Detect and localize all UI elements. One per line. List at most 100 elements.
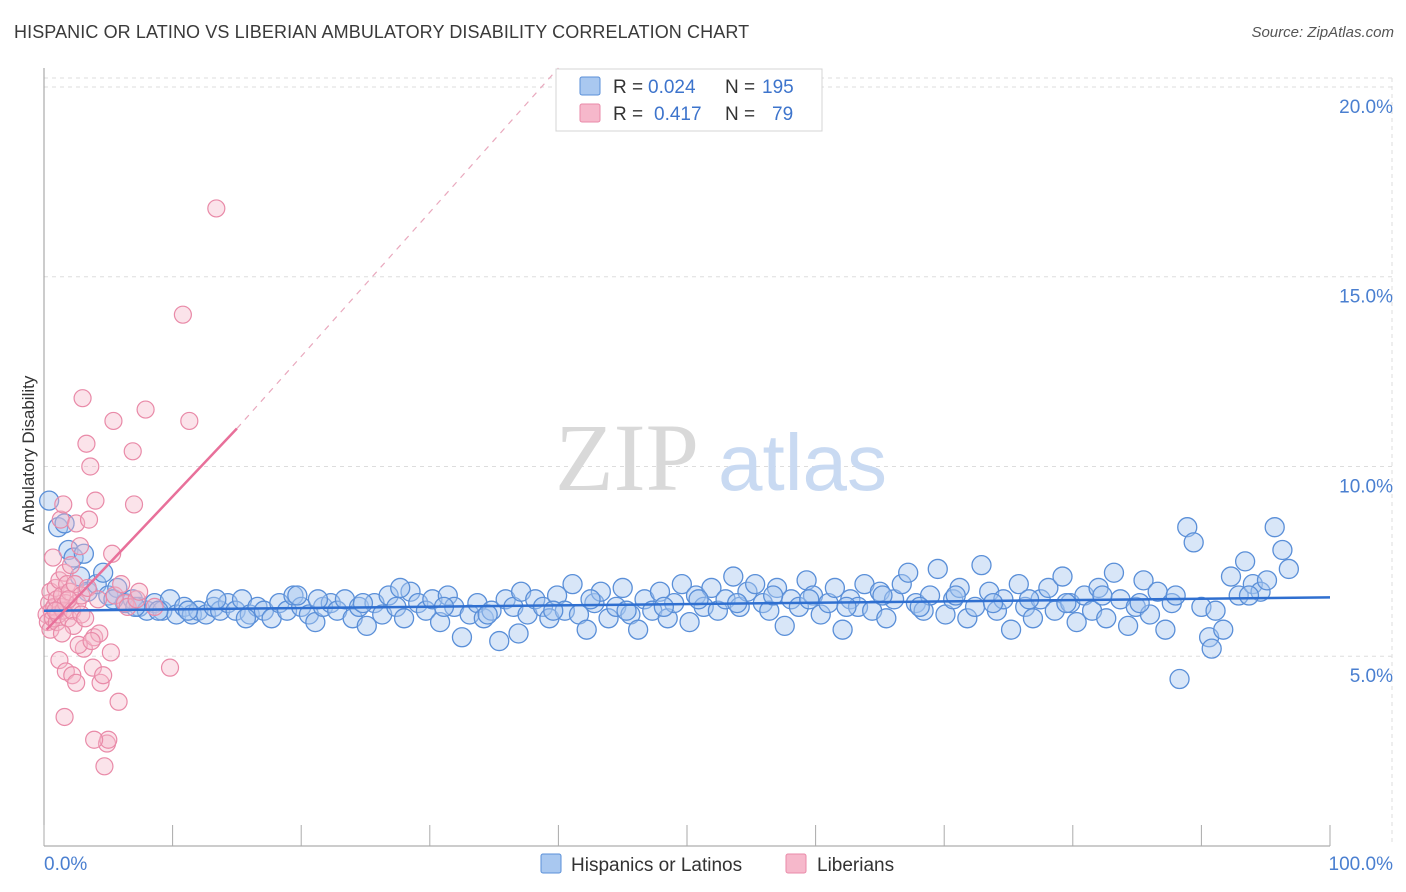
hispanic-point	[1177, 517, 1198, 538]
chart-source: Source: ZipAtlas.com	[1251, 24, 1394, 41]
hispanic-point	[1228, 585, 1249, 606]
hispanic-point	[957, 608, 978, 629]
hispanic-point	[1129, 592, 1150, 614]
liberian-point	[50, 650, 69, 670]
x-axis-ticks	[43, 825, 1331, 846]
hispanic-point	[1066, 611, 1087, 633]
correlation-legend: R = 0.024 N = 195 R = 0.417 N = 79	[555, 68, 823, 132]
legend-swatch-pink	[579, 103, 601, 123]
legend-r-label-pink: R =	[613, 104, 643, 125]
liberian-point	[123, 442, 142, 461]
hispanic-point	[451, 627, 473, 648]
hispanic-point	[576, 619, 597, 640]
liberian-point	[136, 400, 155, 419]
hispanic-point	[701, 577, 722, 599]
hispanic-point	[307, 589, 329, 610]
hispanic-point	[356, 615, 377, 637]
hispanic-point	[477, 604, 498, 625]
hispanic-point	[876, 608, 897, 629]
liberian-point	[105, 586, 124, 605]
hispanic-point	[993, 589, 1014, 610]
hispanic-point	[1213, 619, 1234, 640]
hispanic-point	[774, 615, 795, 637]
hispanic-point	[287, 585, 308, 606]
hispanic-point	[799, 589, 820, 610]
hispanic-point	[763, 585, 784, 606]
liberian-point	[43, 548, 63, 567]
hispanic-point	[489, 630, 510, 652]
hispanic-point	[177, 600, 199, 621]
hispanic-point	[38, 490, 60, 511]
y-tick-label: 5.0%	[1350, 666, 1393, 687]
hispanic-point	[1052, 566, 1073, 587]
watermark: ZIP atlas	[555, 404, 887, 511]
hispanic-point	[824, 577, 846, 599]
hispanic-point	[352, 592, 374, 614]
legend-swatch-blue	[579, 76, 601, 96]
bottom-legend-label-liberians: Liberians	[817, 855, 894, 876]
liberian-point	[76, 609, 95, 628]
hispanic-point	[810, 604, 831, 625]
hispanic-point	[562, 573, 583, 595]
liberian-point	[79, 510, 99, 529]
hispanic-point	[1103, 562, 1125, 583]
liberian-point	[52, 624, 72, 643]
liberian-point	[124, 495, 144, 514]
y-tick-label: 20.0%	[1339, 97, 1393, 118]
hispanic-point	[872, 585, 893, 606]
hispanic-point	[584, 592, 605, 614]
legend-r-value-pink: 0.417	[654, 104, 702, 125]
hispanic-point	[649, 581, 671, 602]
liberian-point	[207, 199, 226, 218]
hispanic-point	[125, 596, 146, 618]
legend-n-label-pink: N =	[725, 104, 755, 125]
x-tick-label-min: 0.0%	[44, 854, 87, 875]
liberian-point	[112, 575, 131, 594]
hispanic-point	[737, 581, 758, 602]
trend-lines	[43, 67, 1331, 631]
hispanic-point	[612, 577, 633, 599]
hispanic-point	[508, 623, 529, 644]
liberian-point	[51, 510, 70, 529]
liberian-point	[54, 495, 73, 514]
watermark-zip: ZIP	[555, 404, 699, 511]
hispanic-point	[707, 600, 729, 621]
hispanic-point	[1250, 581, 1271, 602]
liberian-point	[99, 730, 118, 749]
liberian-point	[77, 434, 96, 453]
hispanic-point	[93, 562, 114, 583]
liberian-point	[41, 620, 60, 639]
hispanic-point	[1008, 573, 1029, 595]
hispanic-point	[422, 589, 443, 610]
hispanic-point	[832, 619, 853, 640]
liberian-point	[83, 658, 102, 677]
hispanic-point	[745, 573, 766, 595]
x-tick-label-max: 100.0%	[1329, 854, 1394, 875]
hispanic-point	[1272, 539, 1293, 561]
liberian-point	[67, 673, 86, 692]
hispanic-point	[1201, 638, 1222, 659]
hispanic-point	[627, 619, 649, 640]
hispanic-point	[1133, 570, 1154, 591]
hispanic-point	[532, 596, 554, 618]
liberian-point	[173, 305, 192, 324]
hispanic-point	[891, 573, 912, 595]
liberian-point	[160, 658, 180, 677]
legend-n-value-pink: 79	[772, 104, 793, 125]
hispanic-trend-line	[43, 596, 1331, 612]
hispanic-point	[927, 558, 948, 580]
hispanic-point	[657, 608, 678, 629]
hispanic-point	[437, 585, 458, 606]
liberian-point	[86, 491, 105, 510]
hispanic-point	[1117, 615, 1139, 637]
hispanic-point	[1000, 619, 1022, 640]
liberian-point	[55, 563, 74, 582]
legend-r-label-blue: R =	[613, 77, 643, 98]
hispanic-point	[1183, 532, 1204, 553]
y-tick-label: 10.0%	[1339, 476, 1393, 497]
liberian-point	[70, 537, 90, 556]
hispanic-point	[898, 562, 919, 583]
hispanic-point	[1220, 566, 1242, 587]
hispanic-point	[1139, 604, 1161, 625]
liberian-point	[82, 631, 101, 651]
